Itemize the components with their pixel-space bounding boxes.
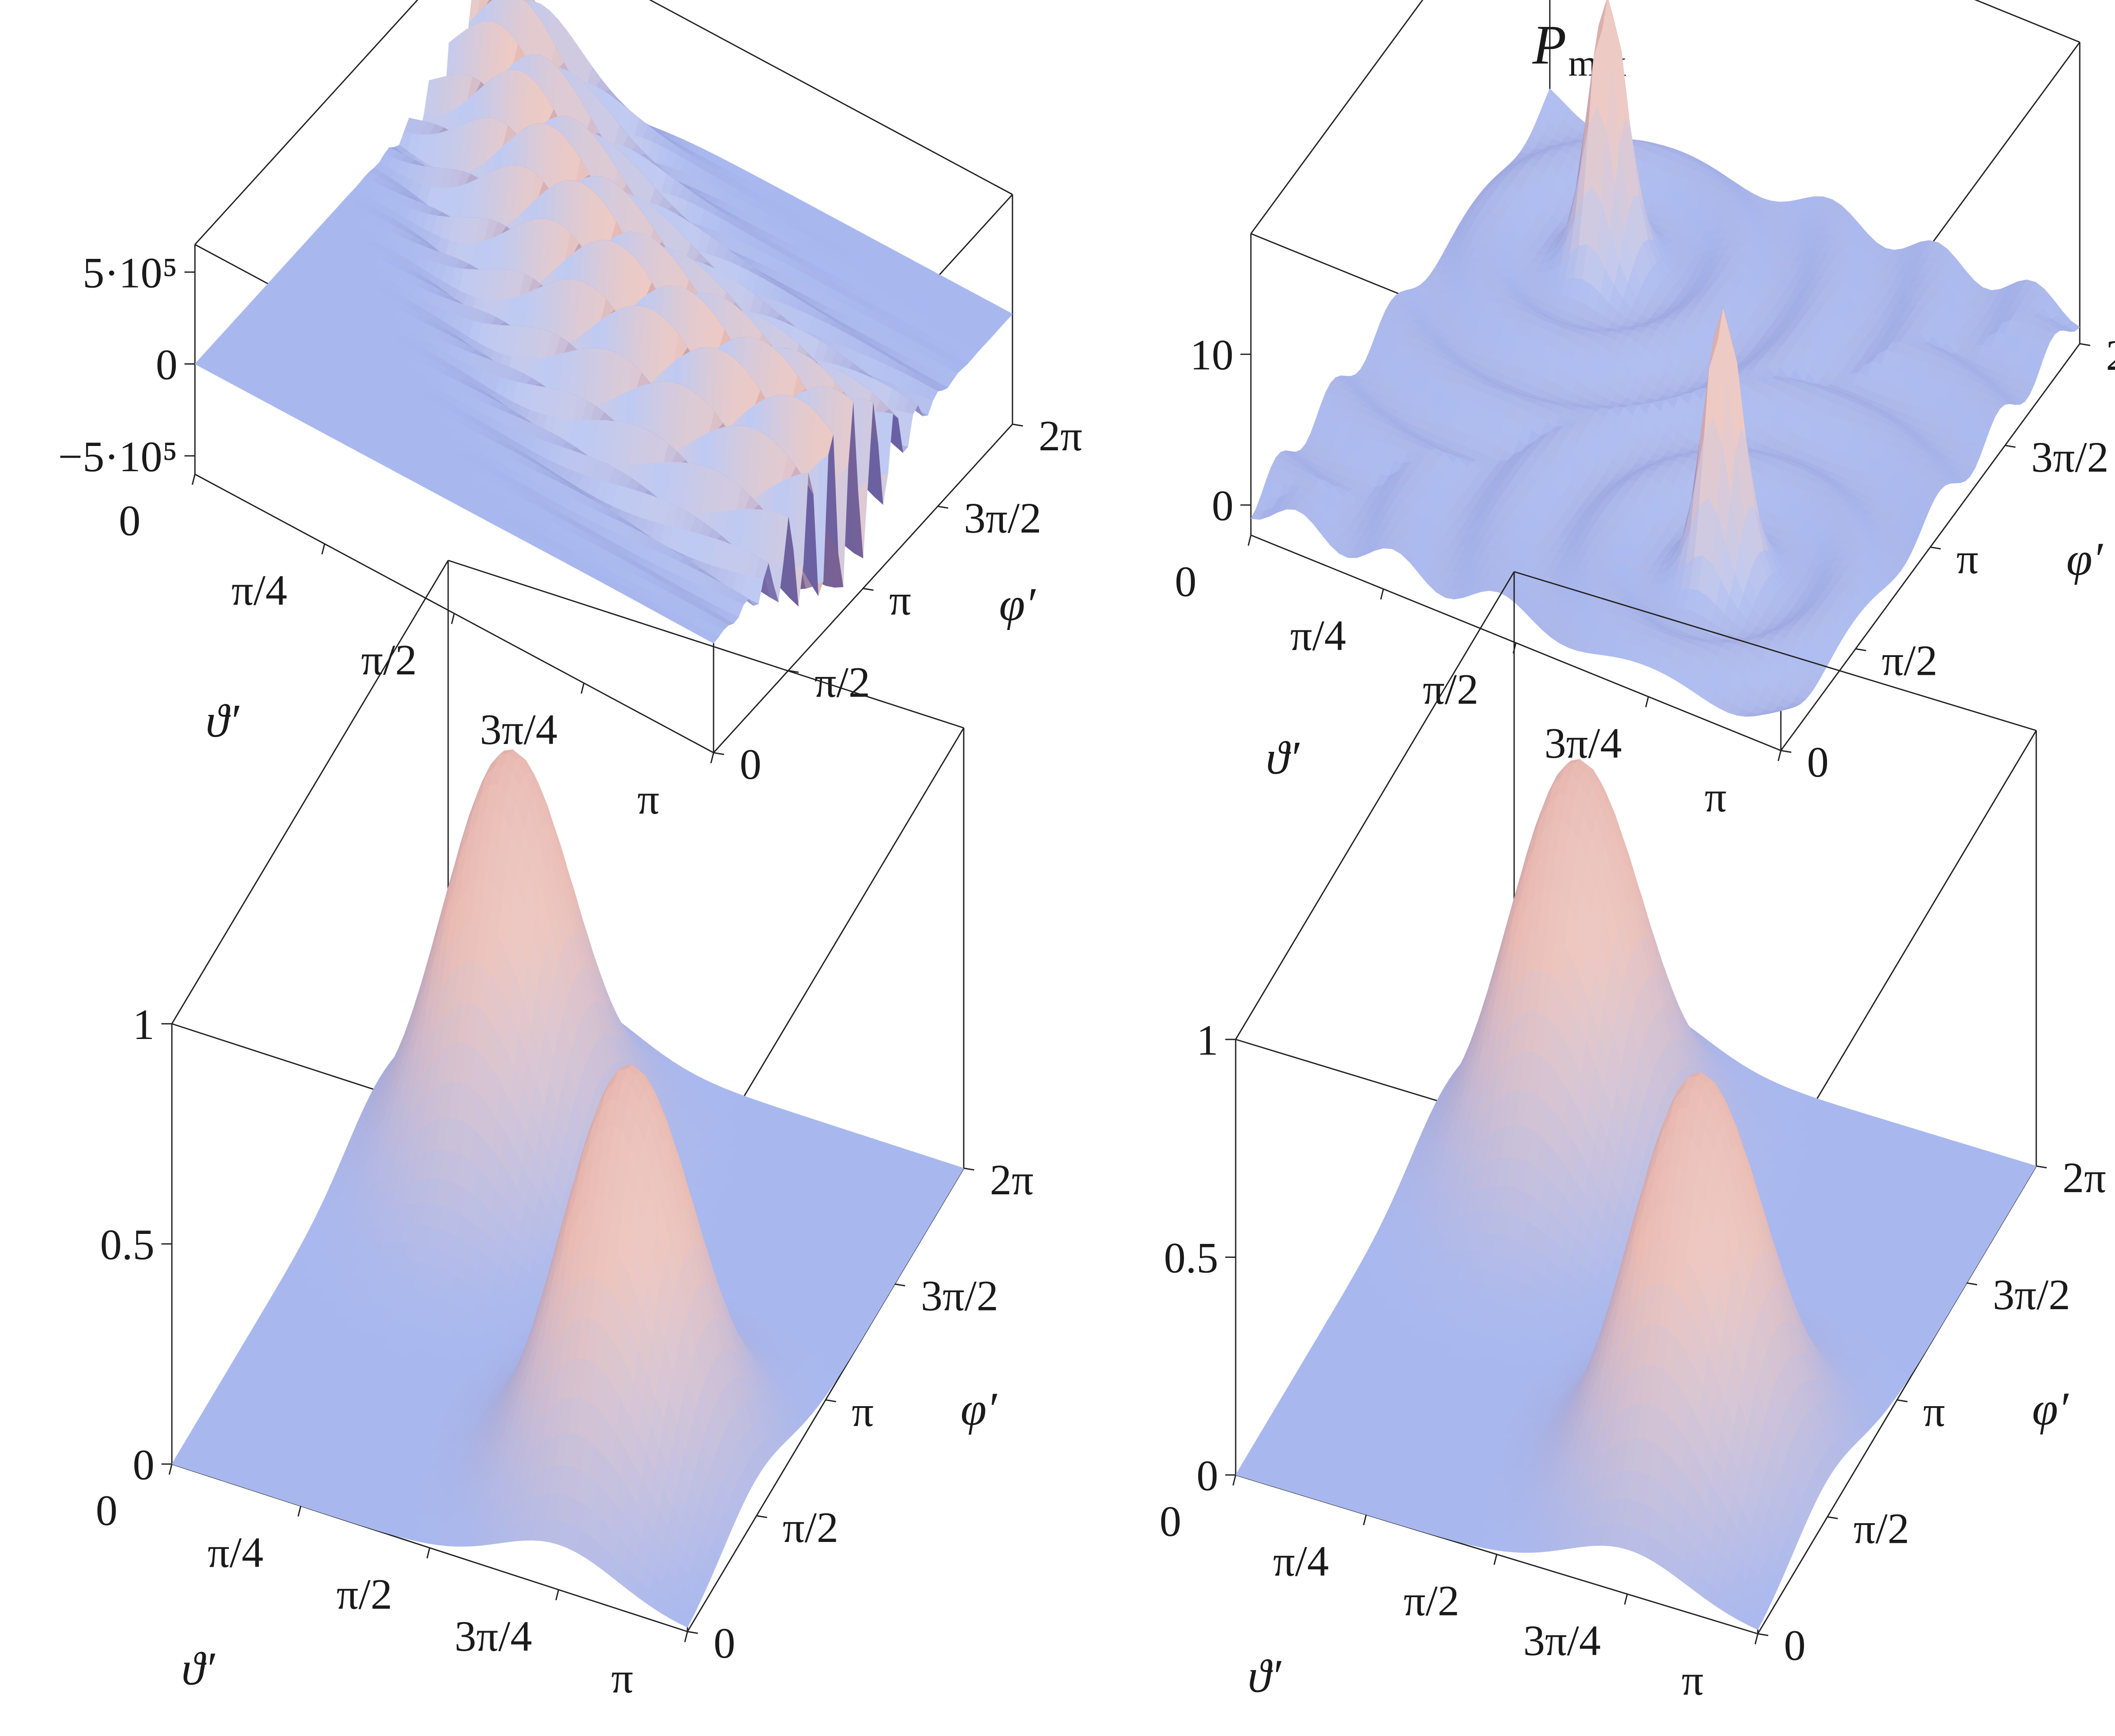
box-edge: [1974, 0, 2080, 43]
x-tick-mark: [321, 543, 325, 555]
y-tick-mark: [938, 506, 949, 509]
surface-mesh: [1250, 0, 2080, 717]
z-tick-label: 0: [156, 341, 178, 389]
box-edge: [649, 0, 1013, 195]
x-tick-mark: [451, 613, 455, 624]
y-tick-mark: [713, 752, 724, 755]
x-tick-label: π: [637, 775, 660, 823]
x-tick-label: π/4: [231, 566, 287, 614]
z-tick-label: 5·10⁵: [83, 248, 178, 297]
y-tick-label: 3π/2: [964, 494, 1041, 542]
surface-patch: [704, 632, 719, 644]
x-axis-label: ϑ′: [206, 695, 240, 747]
x-tick-mark: [580, 683, 585, 694]
y-tick-label: π: [889, 576, 912, 624]
y-tick-label: 0: [740, 740, 761, 788]
y-tick-label: 2π: [1039, 412, 1083, 460]
panel-p-sup: Psup 0π/4π/23π/4πϑ′0π/2π3π/22πφ′−5·10⁵05…: [0, 0, 1083, 868]
z-tick-label: −5·10⁵: [58, 432, 178, 481]
x-tick-mark: [191, 474, 196, 485]
x-tick-label: 0: [119, 496, 141, 545]
box-edge: [194, 0, 419, 245]
x-tick-label: 3π/4: [480, 705, 557, 754]
x-tick-mark: [710, 752, 714, 764]
surface-mesh: [194, 0, 1013, 644]
y-tick-mark: [1012, 423, 1023, 427]
y-axis-label: φ′: [999, 579, 1036, 630]
box-edge: [1250, 0, 1424, 234]
y-tick-mark: [863, 588, 874, 591]
